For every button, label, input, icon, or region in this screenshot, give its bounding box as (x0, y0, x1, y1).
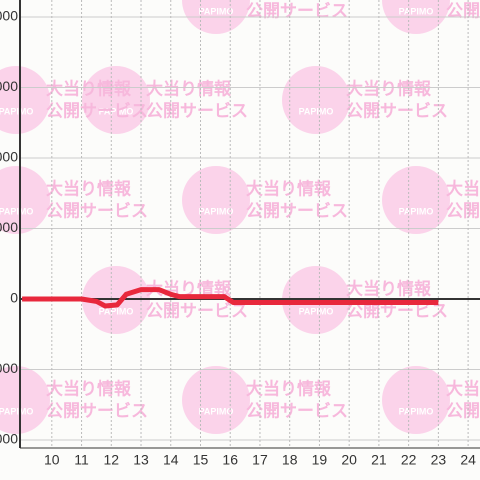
watermark-text: 公開サービス (146, 301, 248, 320)
x-tick-label: 13 (133, 452, 149, 468)
watermark-text: 公開サービス (46, 101, 148, 120)
watermark-text: 公開サービス (146, 101, 248, 120)
x-tick-label: 18 (282, 452, 298, 468)
watermark-logo: PAPIMO (99, 306, 134, 316)
watermark-circle (382, 166, 450, 234)
watermark-logo: PAPIMO (299, 306, 334, 316)
watermark-text: 大当り情報 (46, 78, 132, 98)
watermark-text: 大当り情報 (246, 178, 332, 198)
y-tick-label: 3,000 (0, 219, 18, 235)
watermark-circle (0, 166, 50, 234)
x-tick-label: 11 (74, 452, 89, 468)
y-tick-label: 6,000 (0, 149, 18, 165)
y-tick-label: -3,000 (0, 360, 18, 376)
watermark-text: 公開サービス (46, 201, 148, 220)
x-tick-label: 24 (460, 452, 476, 468)
x-tick-label: 20 (341, 452, 357, 468)
watermark-circle (0, 366, 50, 434)
watermark-text: 大当り情報 (446, 178, 480, 198)
watermark-logo: PAPIMO (299, 106, 334, 116)
watermark-text: 公開サービス (246, 201, 348, 220)
watermark-logo: PAPIMO (399, 206, 434, 216)
watermark-text: 大当り情報 (146, 78, 232, 98)
watermark-circle (82, 66, 150, 134)
plot: -6,000 -3,000 0 3,000 6,000 9,000 12,000 10 11 12… (0, 0, 480, 468)
series-line (22, 287, 439, 309)
watermark-text: 大当り情報 (446, 378, 480, 398)
x-tick-label: 15 (193, 452, 209, 468)
watermark-circle (0, 66, 50, 134)
watermark-text: 大当り情報 (46, 178, 132, 198)
x-tick-label: 21 (371, 452, 387, 468)
watermark-logo: PAPIMO (0, 106, 33, 116)
x-tick-label: 12 (103, 452, 119, 468)
watermark-text: 公開サービス (46, 401, 148, 420)
watermark-circle (282, 66, 350, 134)
y-tick-label: 9,000 (0, 78, 18, 94)
x-tick-label: 23 (431, 452, 447, 468)
watermark-text: 公開サービス (346, 101, 448, 120)
watermark-circle (182, 166, 250, 234)
watermark-text: 大当り情報 (246, 378, 332, 398)
x-tick-label: 19 (312, 452, 328, 468)
watermark-text: 公開サービス (446, 201, 480, 220)
x-tick-label: 14 (163, 452, 179, 468)
x-tick-label: 16 (222, 452, 238, 468)
watermark-logo: PAPIMO (399, 6, 434, 16)
watermark-logo: PAPIMO (399, 406, 434, 416)
watermark-circle (382, 366, 450, 434)
watermark-text: 公開サービス (246, 401, 348, 420)
y-tick-label: -6,000 (0, 431, 18, 447)
watermark-text: 公開サービス (246, 1, 348, 20)
y-tick-label: 0 (10, 290, 18, 306)
watermark-logo: PAPIMO (0, 206, 33, 216)
watermark-logo: PAPIMO (199, 406, 234, 416)
y-tick-label: 12,000 (0, 8, 18, 24)
x-tick-label: 10 (44, 452, 60, 468)
watermark-text: 大当り情報 (346, 278, 432, 298)
watermark-logo: PAPIMO (199, 6, 234, 16)
watermark-text: 大当り情報 (346, 78, 432, 98)
watermark-logo: PAPIMO (99, 106, 134, 116)
watermark-logo: PAPIMO (0, 406, 33, 416)
watermark-text: 公開サービス (446, 1, 480, 20)
watermark-text: 公開サービス (346, 301, 448, 320)
watermark-circle (182, 366, 250, 434)
watermark-text: 大当り情報 (46, 378, 132, 398)
x-tick-label: 17 (252, 452, 268, 468)
watermark-text: 公開サービス (446, 401, 480, 420)
watermark-logo: PAPIMO (199, 206, 234, 216)
x-tick-label: 22 (401, 452, 417, 468)
